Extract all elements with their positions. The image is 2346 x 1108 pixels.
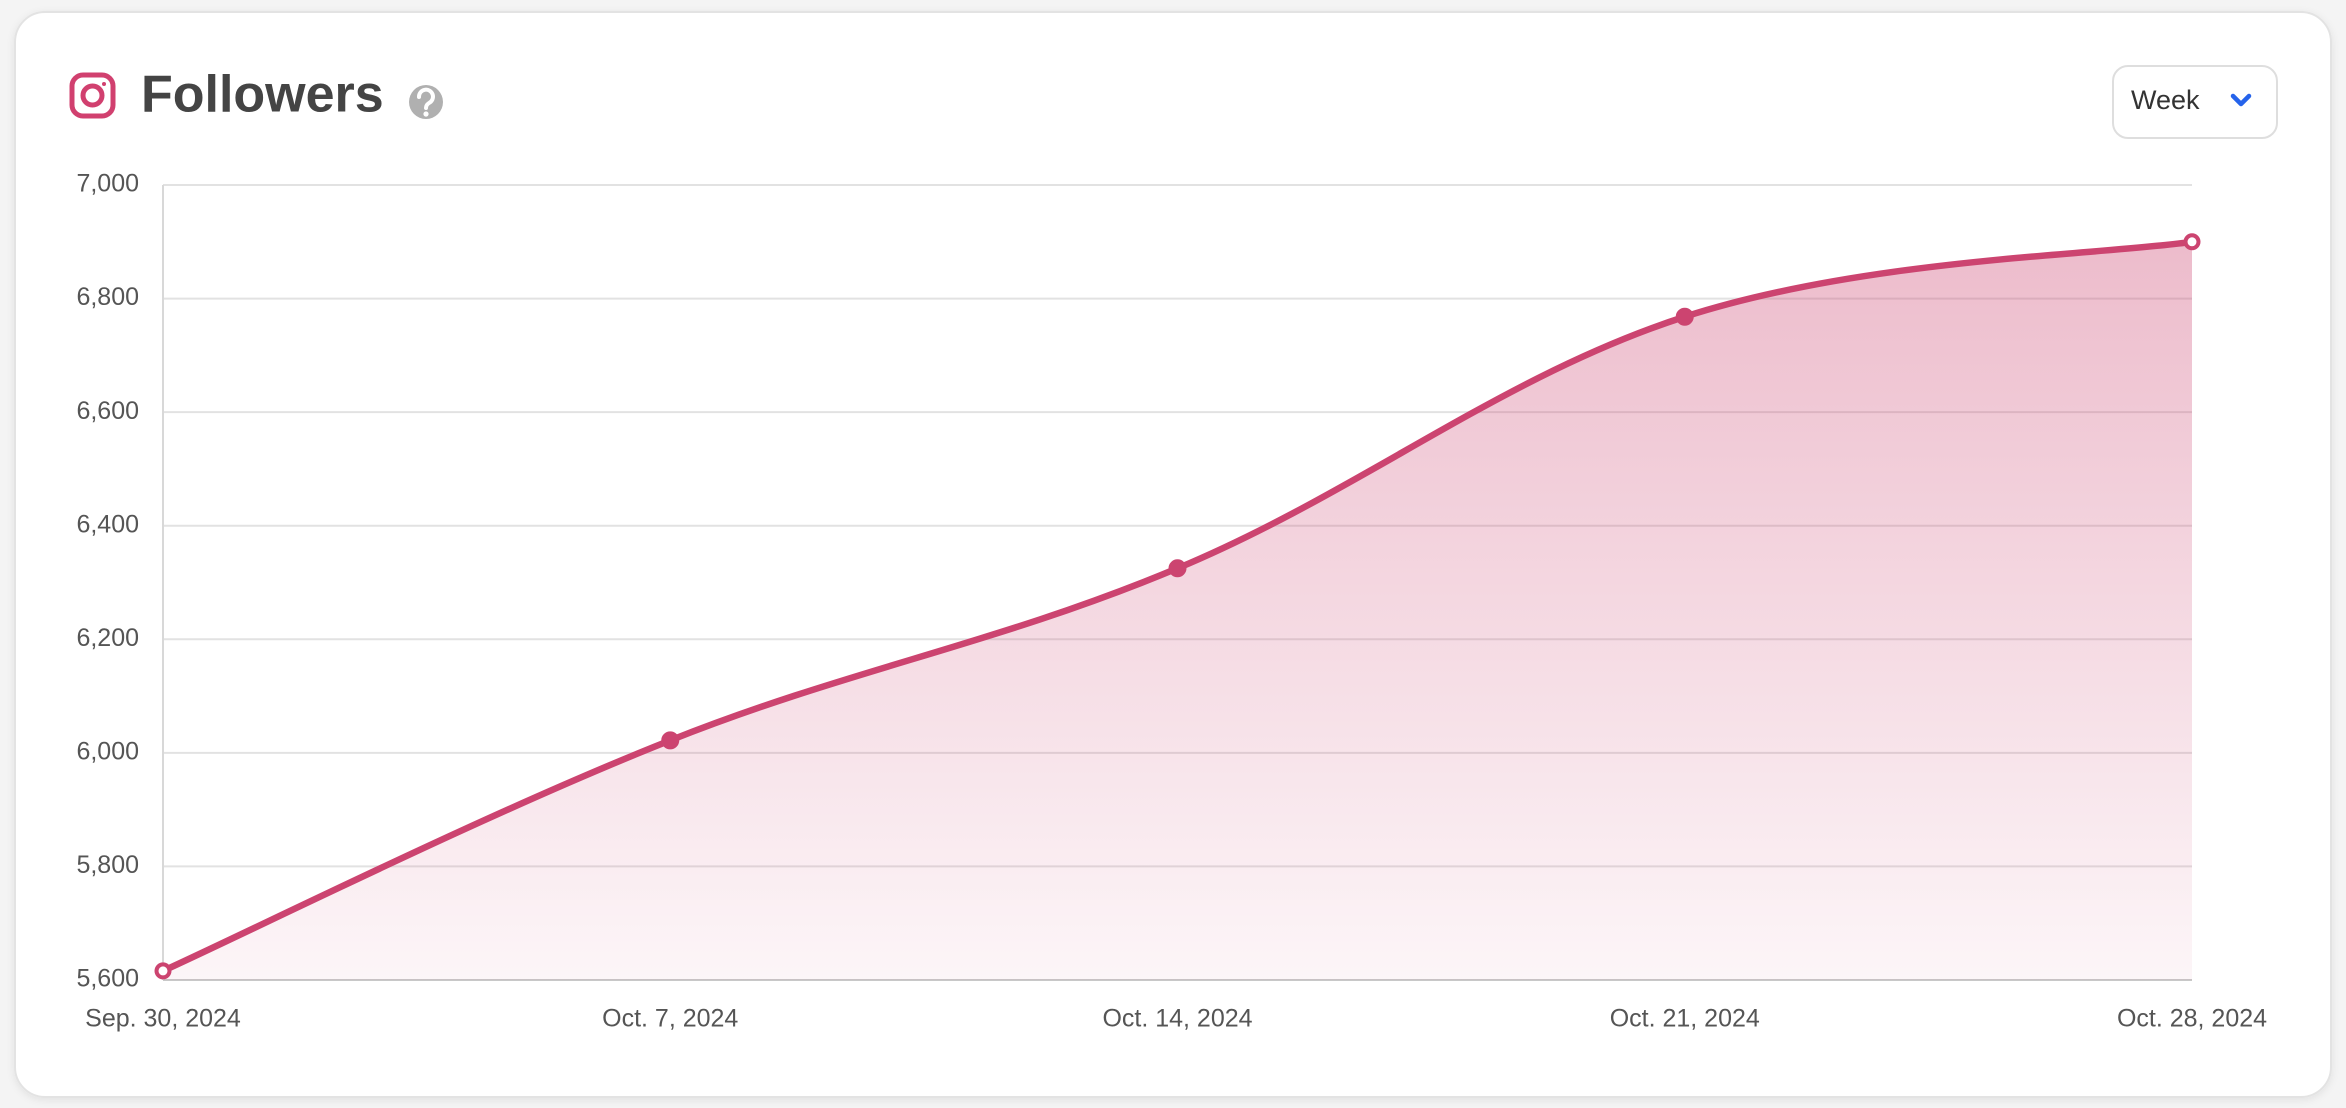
y-tick-label: 5,600 — [76, 965, 139, 993]
instagram-icon — [69, 72, 116, 119]
x-tick-label: Oct. 14, 2024 — [1102, 1005, 1252, 1033]
y-tick-label: 6,600 — [76, 397, 139, 425]
y-tick-label: 6,200 — [76, 624, 139, 652]
point — [2183, 233, 2201, 251]
dropdown-label: Week — [2131, 85, 2200, 115]
y-tick-label: 5,800 — [76, 851, 139, 879]
x-tick-label: Oct. 7, 2024 — [602, 1005, 738, 1033]
x-tick-label: Oct. 21, 2024 — [1610, 1005, 1760, 1033]
plot: 5,600 5,800 6,000 6,200 6,400 6,600 6,800 7,000… — [76, 170, 2267, 1033]
x-tick-label: Sep. 30, 2024 — [85, 1005, 241, 1033]
point — [1168, 559, 1187, 578]
y-tick-label: 7,000 — [76, 170, 139, 198]
point — [154, 962, 172, 980]
y-tick-label: 6,000 — [76, 737, 139, 765]
point — [661, 731, 680, 750]
y-tick-label: 6,400 — [76, 510, 139, 538]
card-title: Followers — [141, 66, 384, 124]
x-tick-label: Oct. 28, 2024 — [2117, 1005, 2267, 1033]
area-fill — [163, 241, 2192, 981]
y-tick-label: 6,800 — [76, 283, 139, 311]
help-icon[interactable] — [409, 85, 443, 119]
point — [1675, 307, 1694, 326]
period-dropdown[interactable]: Week — [2112, 65, 2278, 139]
